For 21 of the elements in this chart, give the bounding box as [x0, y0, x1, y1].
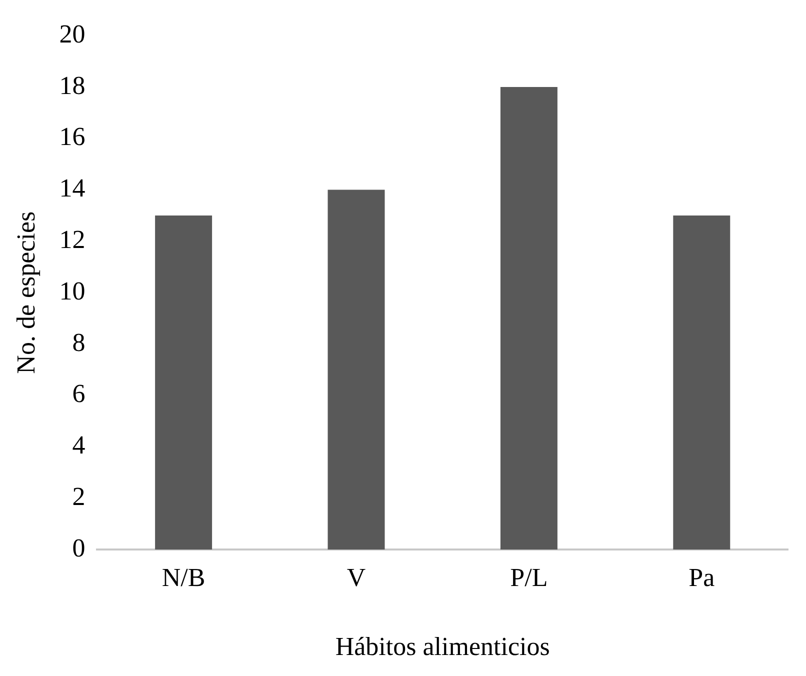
y-tick-label: 0	[72, 533, 86, 562]
y-tick-label: 16	[59, 122, 86, 152]
bar	[673, 216, 730, 550]
y-tick-label: 14	[59, 174, 86, 203]
bar	[500, 87, 558, 550]
y-tick-label: 12	[59, 225, 86, 254]
y-tick-label: 2	[72, 482, 86, 512]
x-tick-label: V	[346, 563, 366, 592]
y-tick-label: 4	[72, 430, 86, 460]
bar	[328, 190, 385, 550]
y-tick-label: 8	[72, 328, 86, 357]
y-tick-label: 18	[59, 70, 86, 100]
y-tick-label: 6	[72, 379, 86, 408]
x-tick-label: P/L	[510, 563, 548, 592]
x-tick-label: N/B	[162, 563, 206, 592]
y-axis-title: No. de especies	[11, 211, 40, 374]
y-tick-label: 10	[59, 276, 86, 306]
x-tick-label: Pa	[688, 563, 716, 592]
y-tick-label: 20	[59, 19, 86, 48]
bar	[155, 216, 212, 550]
x-axis-title: Hábitos alimenticios	[335, 632, 550, 662]
